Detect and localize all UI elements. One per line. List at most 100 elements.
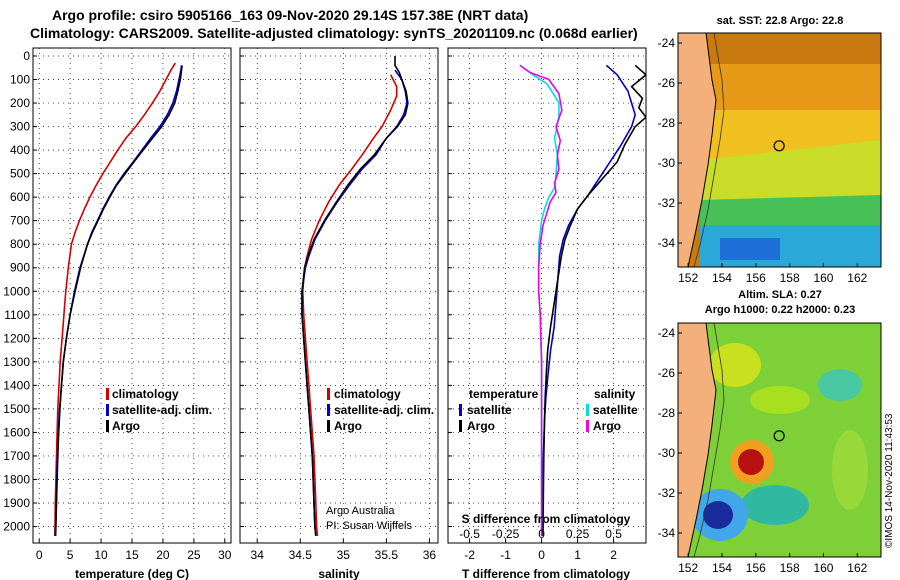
temperature-lines <box>53 62 183 536</box>
depth-tick-label: 300 <box>10 120 30 134</box>
sla-map-ticks: 152 154 156 158 160 162 -24 -26 -28 -30 -32 -34 <box>658 326 868 575</box>
sst-coastline <box>687 33 717 267</box>
legend-label-t-argo: Argo <box>467 419 495 433</box>
depth-tick-label: 800 <box>10 237 30 251</box>
depth-tick-label: 1800 <box>3 472 30 486</box>
x-tick-label: 35 <box>337 548 351 562</box>
map-lat-label: -28 <box>658 116 676 130</box>
map-lat-label: -24 <box>658 326 676 340</box>
x-tick-label: -1 <box>500 548 511 562</box>
legend-swatch-s-argo <box>586 420 589 432</box>
x-tick-label: 10 <box>94 548 108 562</box>
x-tick-label: 34.5 <box>289 548 313 562</box>
x-tick-label: 36 <box>423 548 437 562</box>
sla-coastline <box>687 323 717 557</box>
legend-label-t-satellite: satellite <box>467 403 512 417</box>
temperature-ticks: 0100200300400500600700800900100011001200… <box>3 49 232 562</box>
map-lon-label: 158 <box>780 271 800 285</box>
sst-map-title: sat. SST: 22.8 Argo: 22.8 <box>717 15 844 27</box>
s-difference-ticks: -0.5 -0.25 0 0.25 0.5 <box>459 527 622 541</box>
difference-lines <box>519 64 646 536</box>
series-line-argo <box>54 65 183 536</box>
salinity-lines <box>301 56 409 536</box>
map-lon-label: 152 <box>678 561 698 575</box>
legend-swatch-satellite <box>327 404 330 416</box>
credit-pi: PI: Susan Wijffels <box>326 520 412 532</box>
sla-warm-core <box>738 449 764 475</box>
x-tick-label: 30 <box>218 548 232 562</box>
depth-tick-label: 100 <box>10 73 30 87</box>
sla-land <box>678 323 716 557</box>
sla-map-image <box>678 323 881 557</box>
legend-swatch-climatology <box>106 388 109 400</box>
sla-yellow-eddy <box>709 343 761 387</box>
legend-swatch-argo <box>327 420 330 432</box>
sst-map-image <box>678 33 881 267</box>
x-tick-label: 0 <box>36 548 43 562</box>
title-line-1: Argo profile: csiro 5905166_163 09-Nov-2… <box>52 7 528 23</box>
legend-label-satellite: satellite-adj. clim. <box>112 403 212 417</box>
sla-east-band <box>832 430 868 510</box>
temperature-panel: 0100200300400500600700800900100011001200… <box>3 47 232 580</box>
legend-title-salinity: salinity <box>594 387 636 401</box>
sla-map-panel: Altim. SLA: 0.27 Argo h1000: 0.22 h2000:… <box>658 289 895 575</box>
sst-map-ticks: 152 154 156 158 160 162 -24 -26 -28 -30 -32 -34 <box>658 36 868 285</box>
x-tick-label: 34 <box>251 548 265 562</box>
map-lon-label: 162 <box>847 271 867 285</box>
sla-argo-marker <box>773 430 785 442</box>
x-tick-label: 25 <box>187 548 201 562</box>
sla-cold-core <box>703 501 733 529</box>
s-tick-label: 0 <box>538 527 545 541</box>
map-lat-label: -32 <box>658 486 676 500</box>
depth-tick-label: 2000 <box>3 520 30 534</box>
x-tick-label: 15 <box>125 548 139 562</box>
sla-title-1: Altim. SLA: 0.27 <box>738 289 822 301</box>
legend-swatch-t-satellite <box>459 404 462 416</box>
map-lat-label: -26 <box>658 76 676 90</box>
x-tick-label: 35.5 <box>375 548 399 562</box>
sst-map-frame <box>677 32 882 268</box>
map-lat-label: -26 <box>658 366 676 380</box>
x-tick-label: 0 <box>538 548 545 562</box>
x-tick-label: 20 <box>156 548 170 562</box>
legend-swatch-s-satellite <box>586 404 589 416</box>
series-line-s-argo <box>519 64 563 536</box>
map-lon-label: 160 <box>813 271 833 285</box>
s-tick-label: -0.25 <box>492 527 520 541</box>
series-line-t-argo <box>542 64 646 536</box>
difference-ticks: -2 -1 0 1 2 <box>448 55 617 562</box>
map-lon-label: 158 <box>780 561 800 575</box>
depth-tick-label: 600 <box>10 190 30 204</box>
imos-credit: ©IMOS 14-Nov-2020 11:43:53 <box>884 413 895 548</box>
sla-isobath <box>693 323 725 557</box>
salinity-x-label: salinity <box>318 567 360 580</box>
title-line-2: Climatology: CARS2009. Satellite-adjuste… <box>30 25 638 41</box>
depth-tick-label: 900 <box>10 261 30 275</box>
sst-blue-patch <box>720 238 780 260</box>
legend-label-climatology: climatology <box>334 387 401 401</box>
depth-tick-label: 0 <box>23 49 30 63</box>
map-lon-label: 160 <box>813 561 833 575</box>
map-lat-label: -34 <box>658 236 676 250</box>
x-tick-label: -2 <box>464 548 475 562</box>
salinity-legend: climatology satellite-adj. clim. Argo <box>327 387 434 433</box>
legend-swatch-satellite <box>106 404 109 416</box>
depth-tick-label: 700 <box>10 214 30 228</box>
temperature-grid <box>33 48 231 543</box>
salinity-plot-frame <box>239 47 439 544</box>
difference-grid <box>448 48 646 543</box>
depth-tick-label: 1100 <box>4 308 30 322</box>
map-lon-label: 156 <box>746 271 766 285</box>
s-difference-label: S difference from climatology <box>462 512 631 526</box>
legend-swatch-climatology <box>327 388 330 400</box>
sst-map-panel: sat. SST: 22.8 Argo: 22.8 152 154 156 158 16… <box>658 15 882 285</box>
depth-tick-label: 1500 <box>3 402 30 416</box>
map-lon-label: 156 <box>746 561 766 575</box>
legend-label-argo: Argo <box>112 419 140 433</box>
series-line-argo <box>301 56 409 536</box>
x-tick-label: 2 <box>610 548 617 562</box>
x-tick-label: 5 <box>67 548 74 562</box>
depth-tick-label: 1700 <box>3 449 30 463</box>
map-lat-label: -28 <box>658 406 676 420</box>
